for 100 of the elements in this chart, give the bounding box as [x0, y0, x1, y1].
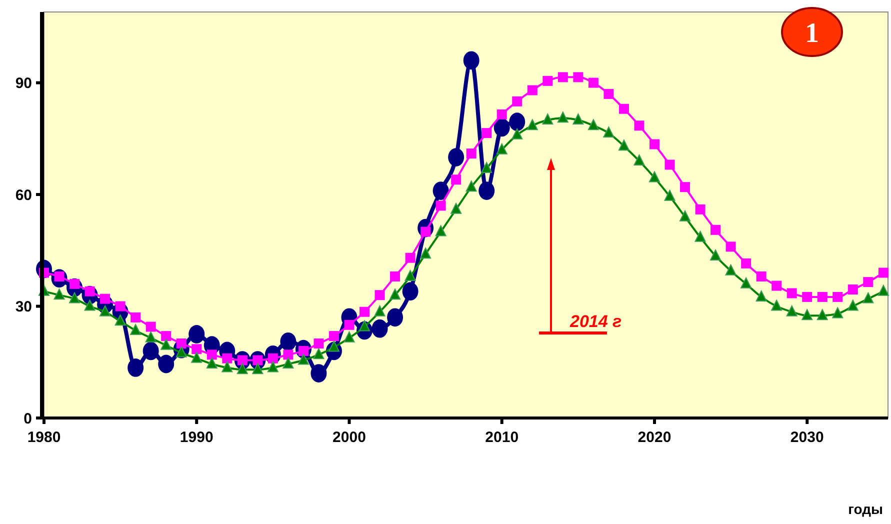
point: [466, 148, 476, 159]
point: [372, 319, 388, 338]
x-axis-title: годы: [848, 501, 883, 517]
x-tick-label: 2030: [790, 429, 824, 446]
point: [527, 85, 538, 96]
point: [448, 148, 464, 166]
point: [832, 307, 844, 318]
point: [878, 268, 888, 278]
point: [710, 224, 721, 235]
point: [69, 292, 80, 304]
point: [557, 112, 568, 123]
point: [573, 72, 584, 82]
point: [451, 174, 462, 185]
point: [512, 128, 523, 140]
point: [847, 300, 858, 311]
point: [390, 288, 401, 300]
point: [664, 160, 675, 170]
y-tick-label: 60: [15, 186, 32, 204]
point: [786, 288, 797, 298]
y-tick-label: 90: [15, 75, 32, 92]
point: [145, 331, 156, 342]
point: [481, 162, 492, 173]
point: [848, 284, 858, 294]
x-tick-label: 1990: [180, 429, 214, 446]
point: [84, 300, 96, 311]
point: [862, 292, 874, 304]
y-tick-label: 0: [24, 410, 32, 428]
point: [496, 143, 508, 154]
point: [802, 292, 812, 302]
point: [526, 119, 538, 130]
point: [344, 320, 354, 330]
point: [588, 119, 599, 130]
point: [158, 354, 174, 374]
point: [466, 180, 477, 192]
point: [114, 314, 126, 326]
point: [236, 363, 248, 374]
point: [222, 353, 232, 364]
point: [710, 249, 722, 260]
point: [188, 324, 205, 344]
point: [542, 76, 553, 86]
point: [252, 363, 264, 374]
x-tick-label: 2000: [332, 429, 366, 446]
point: [222, 361, 233, 372]
point: [695, 204, 706, 214]
x-tick-label: 2020: [638, 429, 672, 446]
point: [128, 358, 144, 377]
point: [756, 290, 767, 302]
point: [450, 202, 462, 214]
point: [741, 258, 752, 268]
point: [206, 357, 218, 368]
point: [192, 344, 202, 354]
point: [648, 171, 660, 182]
point: [328, 331, 339, 342]
point: [387, 308, 404, 327]
point: [54, 288, 65, 300]
point: [402, 282, 418, 301]
point: [374, 290, 385, 300]
point: [496, 109, 507, 120]
point: [772, 280, 782, 291]
point: [558, 72, 568, 82]
point: [756, 271, 766, 282]
point: [618, 140, 630, 151]
point: [130, 312, 141, 322]
point: [542, 114, 554, 125]
point: [771, 300, 782, 311]
point: [588, 78, 598, 88]
x-tick-label: 2010: [485, 429, 519, 446]
point: [680, 210, 691, 222]
point: [100, 294, 110, 304]
point: [649, 139, 660, 150]
point: [603, 126, 614, 138]
point: [816, 309, 828, 320]
point: [115, 301, 126, 312]
point: [509, 112, 526, 132]
point: [298, 354, 309, 365]
point: [160, 338, 172, 350]
point: [344, 331, 355, 342]
point: [482, 128, 492, 138]
point: [604, 88, 614, 99]
point: [786, 305, 798, 316]
point: [283, 350, 294, 360]
y-tick-label: 30: [15, 298, 32, 316]
point: [726, 242, 736, 252]
point: [420, 248, 432, 259]
point: [494, 118, 510, 137]
point: [832, 292, 843, 302]
point: [478, 182, 495, 200]
point: [130, 324, 142, 335]
point: [618, 104, 629, 114]
annotation: 2014 г: [569, 312, 622, 331]
point: [142, 342, 159, 360]
point: [802, 309, 813, 320]
point: [432, 182, 449, 200]
point: [282, 357, 294, 368]
point: [374, 305, 386, 316]
point: [146, 322, 156, 332]
point: [572, 114, 584, 125]
point: [664, 190, 676, 201]
point: [176, 338, 186, 349]
point: [436, 200, 446, 211]
